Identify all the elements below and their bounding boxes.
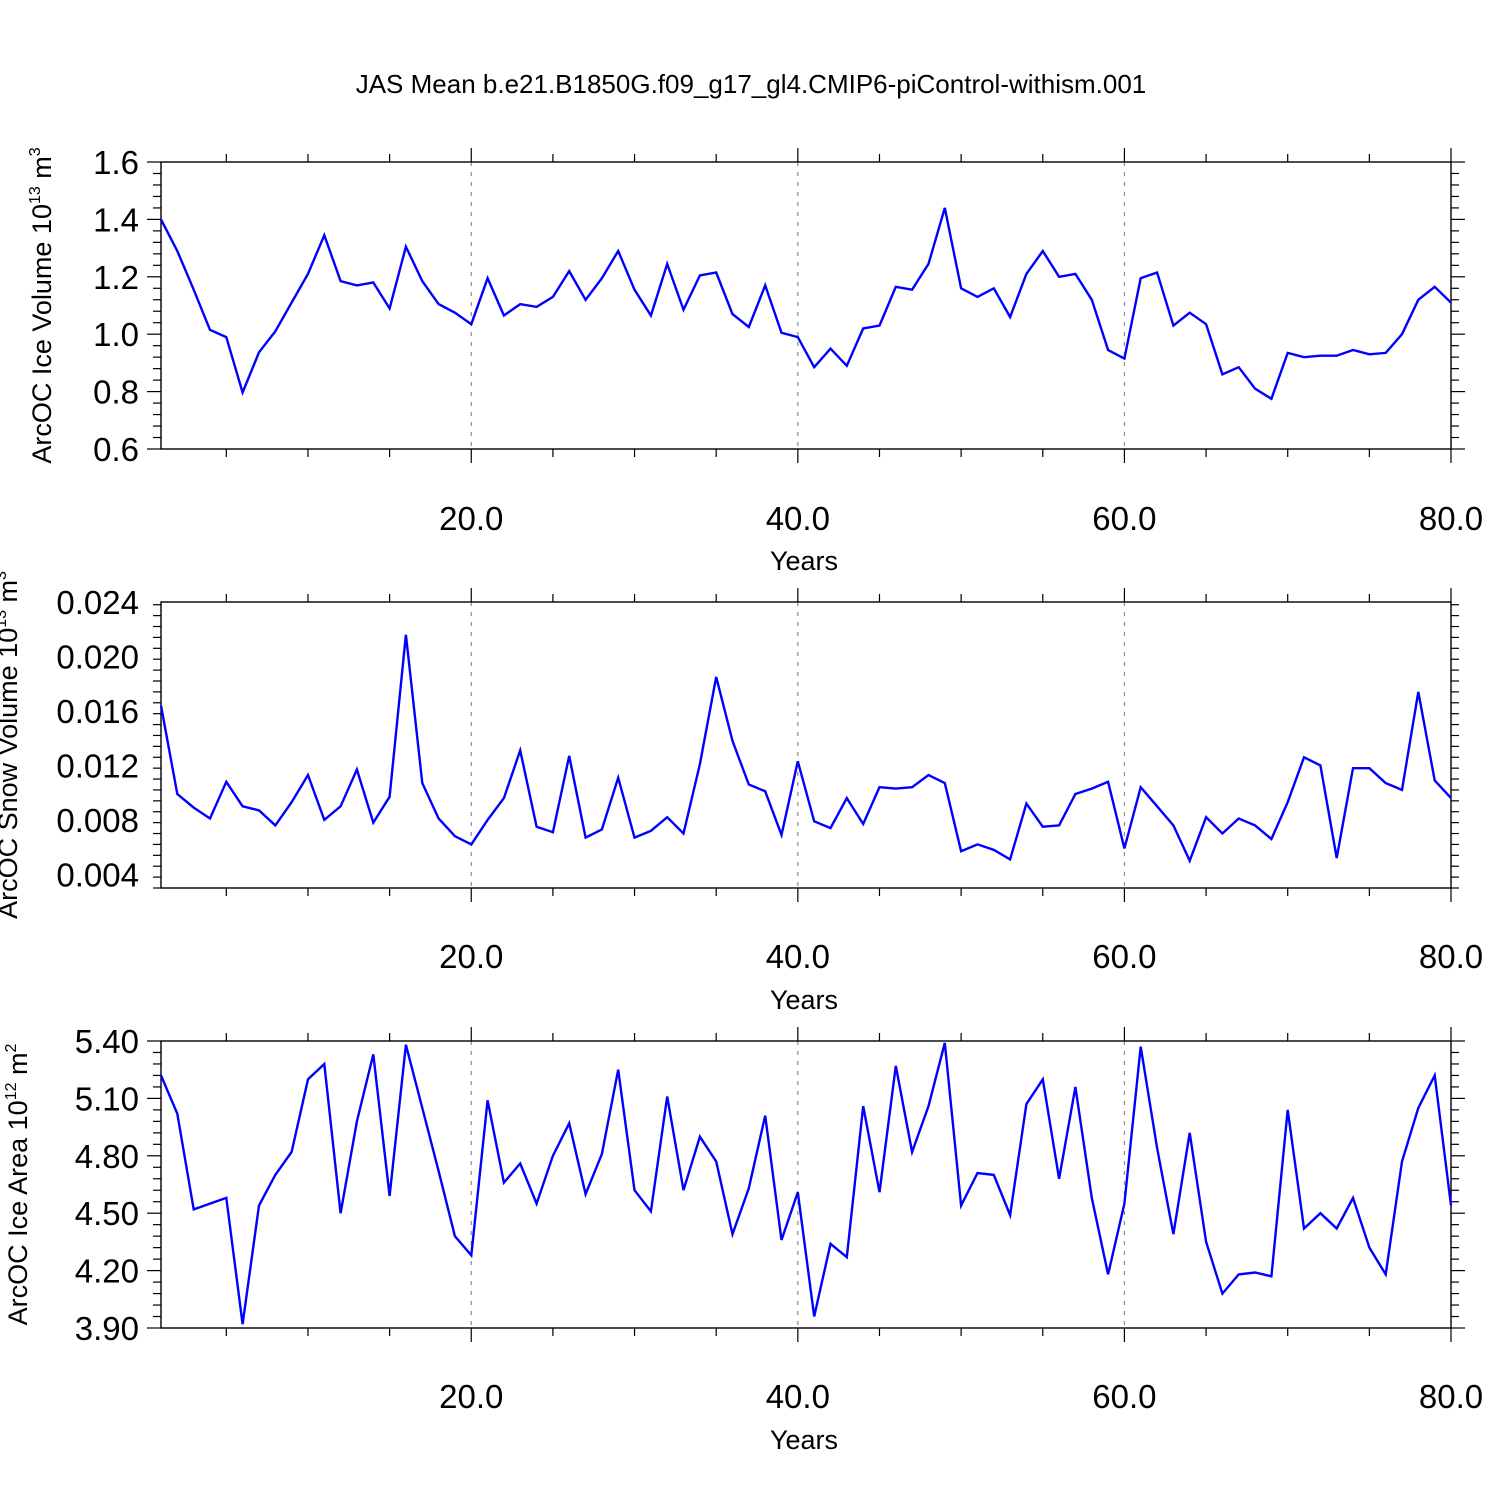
y-tick-label: 4.50 [75, 1195, 139, 1232]
series-line-1 [159, 207, 1452, 401]
x-tick-label: 20.0 [439, 1378, 503, 1415]
plot-frame [160, 161, 1452, 450]
x-tick-label: 40.0 [766, 938, 830, 975]
x-tick-label: 40.0 [766, 500, 830, 537]
y-tick-label: 0.6 [93, 431, 139, 468]
y-axis-label-exponent: 13 [27, 186, 44, 204]
y-tick-label: 0.8 [93, 374, 139, 411]
y-tick-label: 1.2 [93, 259, 139, 296]
plot-frame [160, 601, 1452, 889]
y-axis-label-exponent: 13 [0, 610, 10, 628]
y-axis-label-exponent: 12 [3, 1082, 20, 1100]
y-tick-label: 0.004 [56, 856, 139, 893]
plot-frame [160, 1040, 1452, 1329]
x-tick-label: 60.0 [1092, 938, 1156, 975]
y-tick-label: 1.4 [93, 201, 139, 238]
chart-panel-3: 20.0 40.0 60.0 80.0 3.90 4.20 4.50 4.80 5.10 5.40… [3, 1023, 1483, 1455]
y-tick-label: 0.020 [56, 638, 139, 675]
x-tick-label: 20.0 [439, 500, 503, 537]
y-tick-label: 4.20 [75, 1253, 139, 1290]
y-tick-label: 0.008 [56, 802, 139, 839]
x-axis-label: Years [770, 1425, 838, 1455]
y-axis-label-unit: m [27, 156, 57, 186]
x-tick-label: 60.0 [1092, 500, 1156, 537]
chart-panel-1: 20.0 40.0 60.0 80.0 0.6 0.8 1.0 1.2 1.4 1.6 Years A… [27, 144, 1483, 576]
y-axis-label-unit-exponent: 2 [3, 1044, 20, 1053]
figure-title: JAS Mean b.e21.B1850G.f09_g17_gl4.CMIP6-… [356, 69, 1147, 99]
y-axis-label: ArcOC Ice Area 1012 m2 [3, 1044, 33, 1326]
y-tick-label: 5.40 [75, 1023, 139, 1060]
y-tick-label: 3.90 [75, 1310, 139, 1347]
y-axis-label-text: ArcOC Ice Area 10 [3, 1100, 33, 1325]
y-tick-label: 0.012 [56, 747, 139, 784]
series-line-1 [159, 1042, 1453, 1325]
x-axis-label: Years [770, 985, 838, 1015]
y-axis-label-text: ArcOC Ice Volume 10 [27, 204, 57, 464]
x-tick-label: 40.0 [766, 1378, 830, 1415]
y-tick-label: 4.80 [75, 1138, 139, 1175]
y-axis-label-unit: m [3, 1053, 33, 1083]
y-axis-label-text: ArcOC Snow Volume 10 [0, 628, 23, 919]
x-axis-label: Years [770, 546, 838, 576]
y-tick-label: 5.10 [75, 1080, 139, 1117]
y-axis-label-unit: m [0, 580, 23, 610]
y-axis-label: ArcOC Ice Volume 1013 m3 [27, 147, 57, 463]
x-tick-label: 80.0 [1419, 1378, 1483, 1415]
chart-panel-2: 20.0 40.0 60.0 80.0 0.004 0.008 0.012 0.016 0.02… [0, 571, 1483, 1015]
y-axis-label-unit-exponent: 3 [27, 147, 44, 156]
y-tick-label: 0.024 [56, 584, 139, 621]
x-tick-label: 20.0 [439, 938, 503, 975]
x-tick-label: 80.0 [1419, 938, 1483, 975]
y-tick-label: 1.0 [93, 316, 139, 353]
series-line-1 [159, 634, 1452, 864]
y-axis-label-unit-exponent: 3 [0, 571, 10, 580]
x-tick-label: 60.0 [1092, 1378, 1156, 1415]
y-axis-label: ArcOC Snow Volume 1013 m3 [0, 571, 23, 919]
y-tick-label: 0.016 [56, 693, 139, 730]
y-tick-label: 1.6 [93, 144, 139, 181]
x-tick-label: 80.0 [1419, 500, 1483, 537]
